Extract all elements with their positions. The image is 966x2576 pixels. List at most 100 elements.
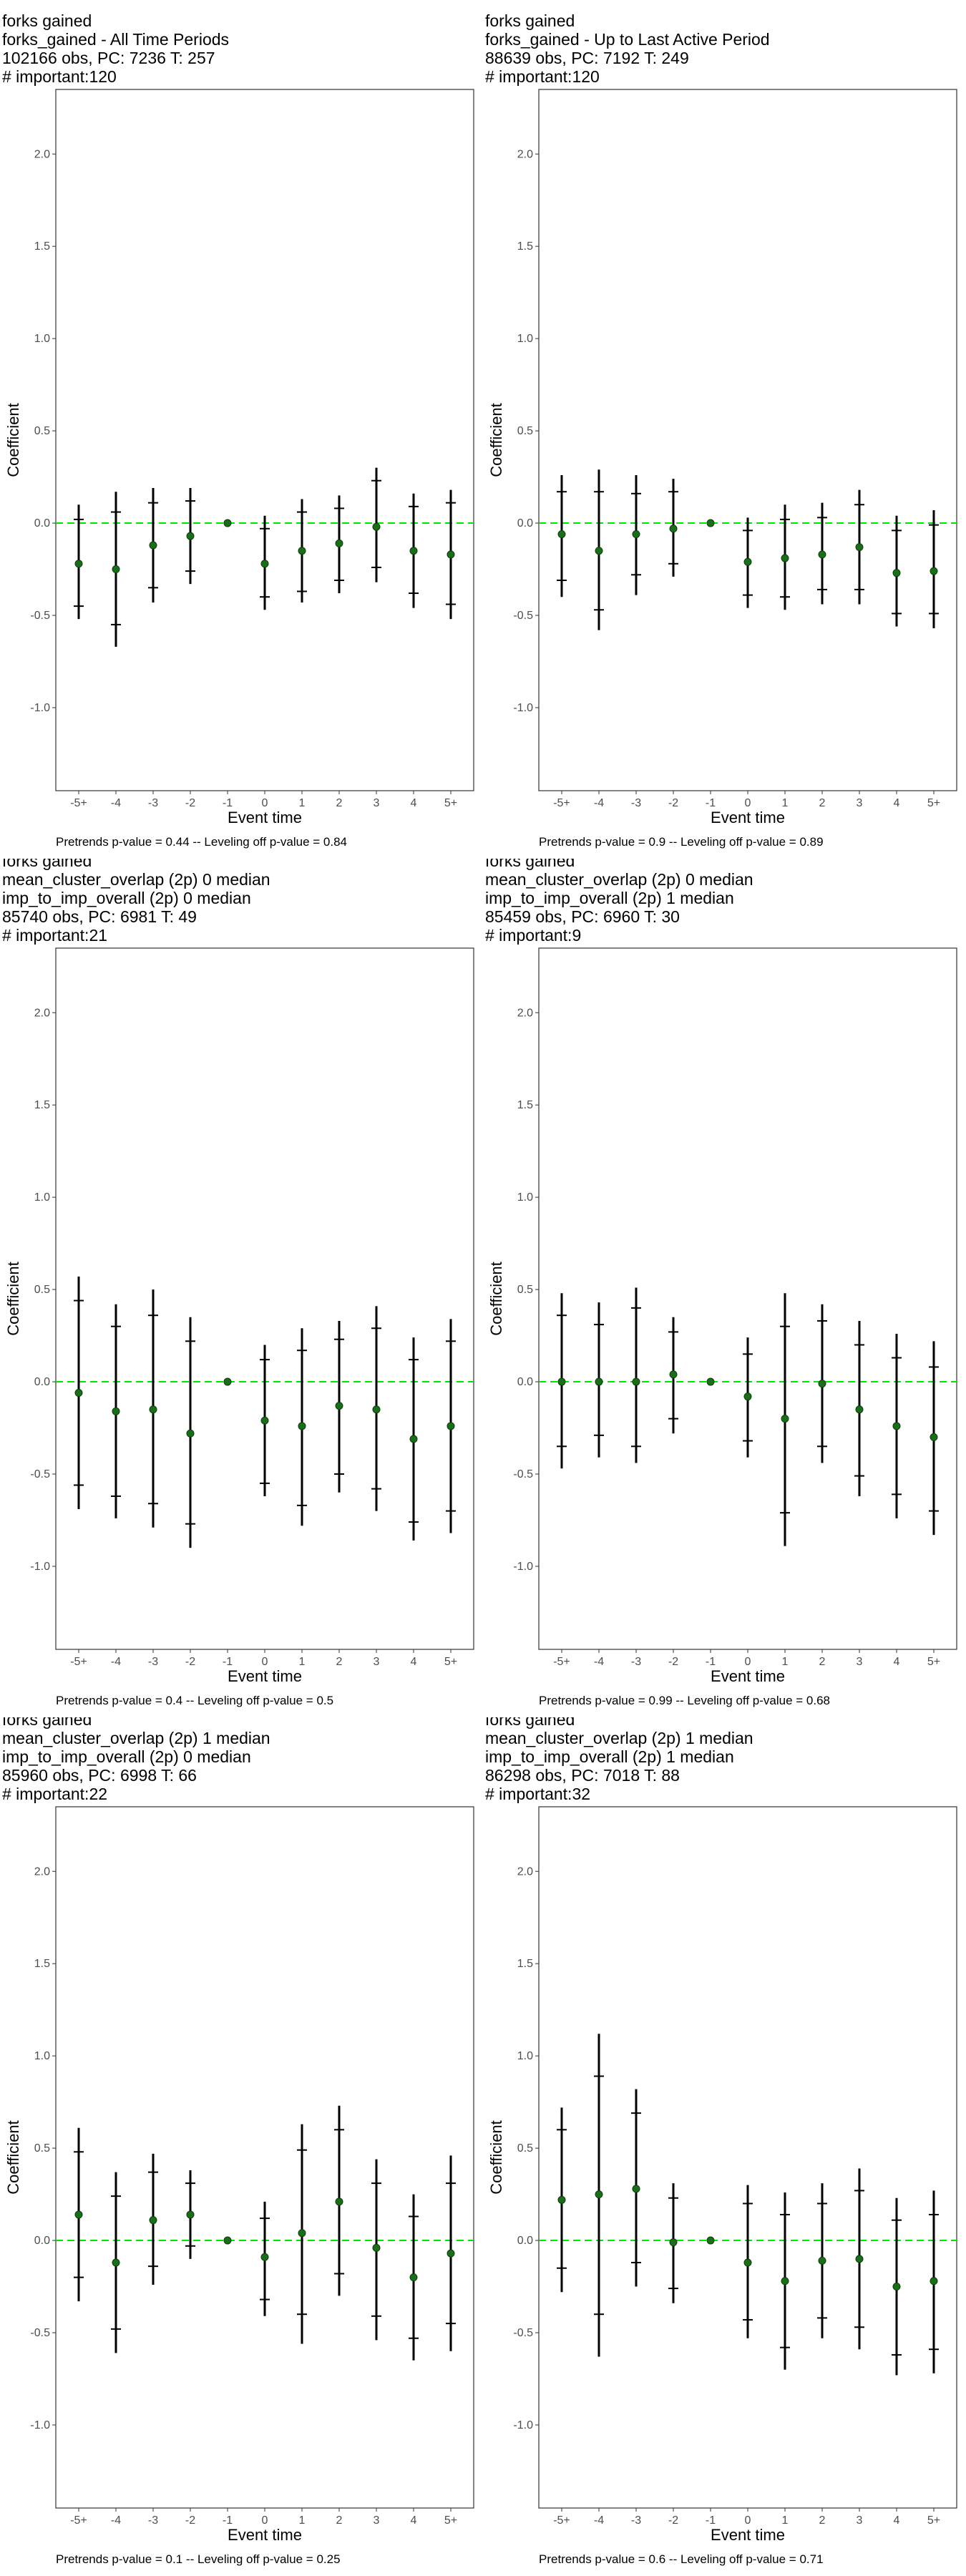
coefficient-point	[595, 547, 603, 555]
x-axis-label: Event time	[228, 2526, 302, 2544]
facet-panel: forks gained forks_gained - Up to Last Ac…	[483, 0, 962, 859]
chart-title-line: # important:32	[485, 1785, 590, 1803]
x-tick-label: -5+	[553, 797, 570, 809]
coefficient-point	[855, 543, 864, 552]
x-tick-label: 1	[782, 2514, 789, 2527]
y-tick-label: 1.5	[34, 1958, 50, 1970]
coefficient-point	[409, 547, 418, 555]
coefficient-point	[112, 2258, 120, 2267]
chart-title-line: imp_to_imp_overall (2p) 0 median	[2, 1747, 251, 1766]
coefficient-point	[706, 1377, 715, 1386]
coefficient-point	[781, 554, 789, 562]
y-tick-label: 1.5	[517, 1958, 533, 1970]
coefficient-point	[335, 539, 343, 547]
x-tick-label: -4	[594, 1656, 604, 1668]
x-tick-label: 1	[299, 2514, 306, 2527]
coefficient-point	[186, 2210, 195, 2219]
y-tick-label: 0.0	[34, 1376, 50, 1388]
coefficient-point	[781, 2277, 789, 2285]
coefficient-point	[260, 1416, 269, 1425]
x-tick-label: 4	[894, 1656, 900, 1668]
x-tick-label: -1	[223, 1656, 233, 1668]
x-tick-label: 5+	[444, 2514, 457, 2527]
coefficient-point	[223, 1377, 232, 1386]
x-tick-label: 0	[745, 2514, 751, 2527]
y-tick-label: 1.0	[517, 333, 533, 345]
coefficient-point	[112, 565, 120, 574]
x-tick-label: 1	[299, 1656, 306, 1668]
plot-area	[55, 89, 474, 791]
x-tick-label: 3	[857, 2514, 863, 2527]
coefficient-point	[149, 2216, 157, 2225]
y-axis-label: Coefficient	[4, 1262, 22, 1336]
coefficient-point	[335, 1402, 343, 1410]
x-tick-label: 3	[374, 1656, 380, 1668]
coefficient-point	[74, 1389, 83, 1397]
footnote-pvalues: Pretrends p-value = 0.6 -- Leveling off …	[539, 2552, 824, 2566]
x-tick-label: 2	[336, 797, 343, 809]
x-tick-label: -1	[223, 797, 233, 809]
coefficient-point	[409, 2273, 418, 2282]
chart-title-line: mean_cluster_overlap (2p) 0 median	[485, 870, 753, 889]
plot-area	[55, 947, 474, 1650]
x-tick-label: 0	[745, 1656, 751, 1668]
coefficient-point	[112, 1407, 120, 1415]
y-tick-label: -1.0	[30, 702, 50, 714]
x-tick-label: 1	[782, 797, 789, 809]
y-tick-label: 0.0	[517, 517, 533, 530]
coefficient-point	[743, 2258, 752, 2267]
x-tick-label: -5+	[70, 2514, 87, 2527]
x-tick-label: -2	[185, 2514, 195, 2527]
chart-title-line: 102166 obs, PC: 7236 T: 257	[2, 49, 215, 67]
y-tick-label: -0.5	[30, 2327, 50, 2339]
y-tick-label: -1.0	[513, 1561, 533, 1573]
coefficient-point	[447, 550, 455, 559]
y-tick-label: -0.5	[513, 2327, 533, 2339]
x-tick-label: 1	[299, 797, 306, 809]
chart-title-line: 86298 obs, PC: 7018 T: 88	[485, 1766, 680, 1785]
y-tick-label: -0.5	[30, 610, 50, 622]
coefficient-point	[669, 1370, 678, 1379]
y-tick-label: 0.5	[34, 2142, 50, 2155]
x-tick-label: -2	[185, 1656, 195, 1668]
footnote-pvalues: Pretrends p-value = 0.4 -- Leveling off …	[56, 1694, 333, 1707]
x-tick-label: 5+	[927, 1656, 940, 1668]
coefficient-point	[223, 2236, 232, 2245]
chart-title-line: imp_to_imp_overall (2p) 0 median	[2, 889, 251, 907]
coefficient-point	[743, 1392, 752, 1401]
x-tick-label: -3	[631, 2514, 641, 2527]
y-tick-label: 2.0	[34, 148, 50, 160]
y-tick-label: -1.0	[30, 1561, 50, 1573]
x-tick-label: -5+	[553, 1656, 570, 1668]
coefficient-point	[186, 532, 195, 540]
y-tick-label: 1.5	[517, 1099, 533, 1111]
x-tick-label: 0	[262, 797, 268, 809]
x-tick-label: -4	[594, 797, 604, 809]
chart-title-line: mean_cluster_overlap (2p) 0 median	[2, 870, 270, 889]
x-tick-label: -3	[148, 1656, 158, 1668]
coefficient-point	[706, 519, 715, 527]
coefficient-point	[557, 2195, 566, 2204]
chart-title-line: forks_gained - Up to Last Active Period	[485, 30, 770, 49]
coefficient-point	[447, 1422, 455, 1430]
coefficient-point	[372, 522, 381, 531]
chart-title-line: # important:21	[2, 926, 107, 945]
x-tick-label: -3	[148, 797, 158, 809]
chart-title-line: forks gained	[485, 11, 575, 30]
coefficient-point	[669, 525, 678, 533]
y-axis-label: Coefficient	[487, 1262, 505, 1336]
coefficient-point	[595, 1377, 603, 1386]
x-tick-label: 2	[819, 1656, 826, 1668]
y-tick-label: 0.5	[517, 2142, 533, 2155]
y-tick-label: 1.0	[34, 1191, 50, 1204]
x-axis-label: Event time	[228, 1667, 302, 1685]
coefficient-point	[186, 1429, 195, 1438]
y-tick-label: 0.5	[34, 425, 50, 437]
coefficient-point	[557, 1377, 566, 1386]
coefficient-point	[743, 557, 752, 566]
x-tick-label: -1	[706, 2514, 716, 2527]
x-tick-label: 5+	[927, 2514, 940, 2527]
